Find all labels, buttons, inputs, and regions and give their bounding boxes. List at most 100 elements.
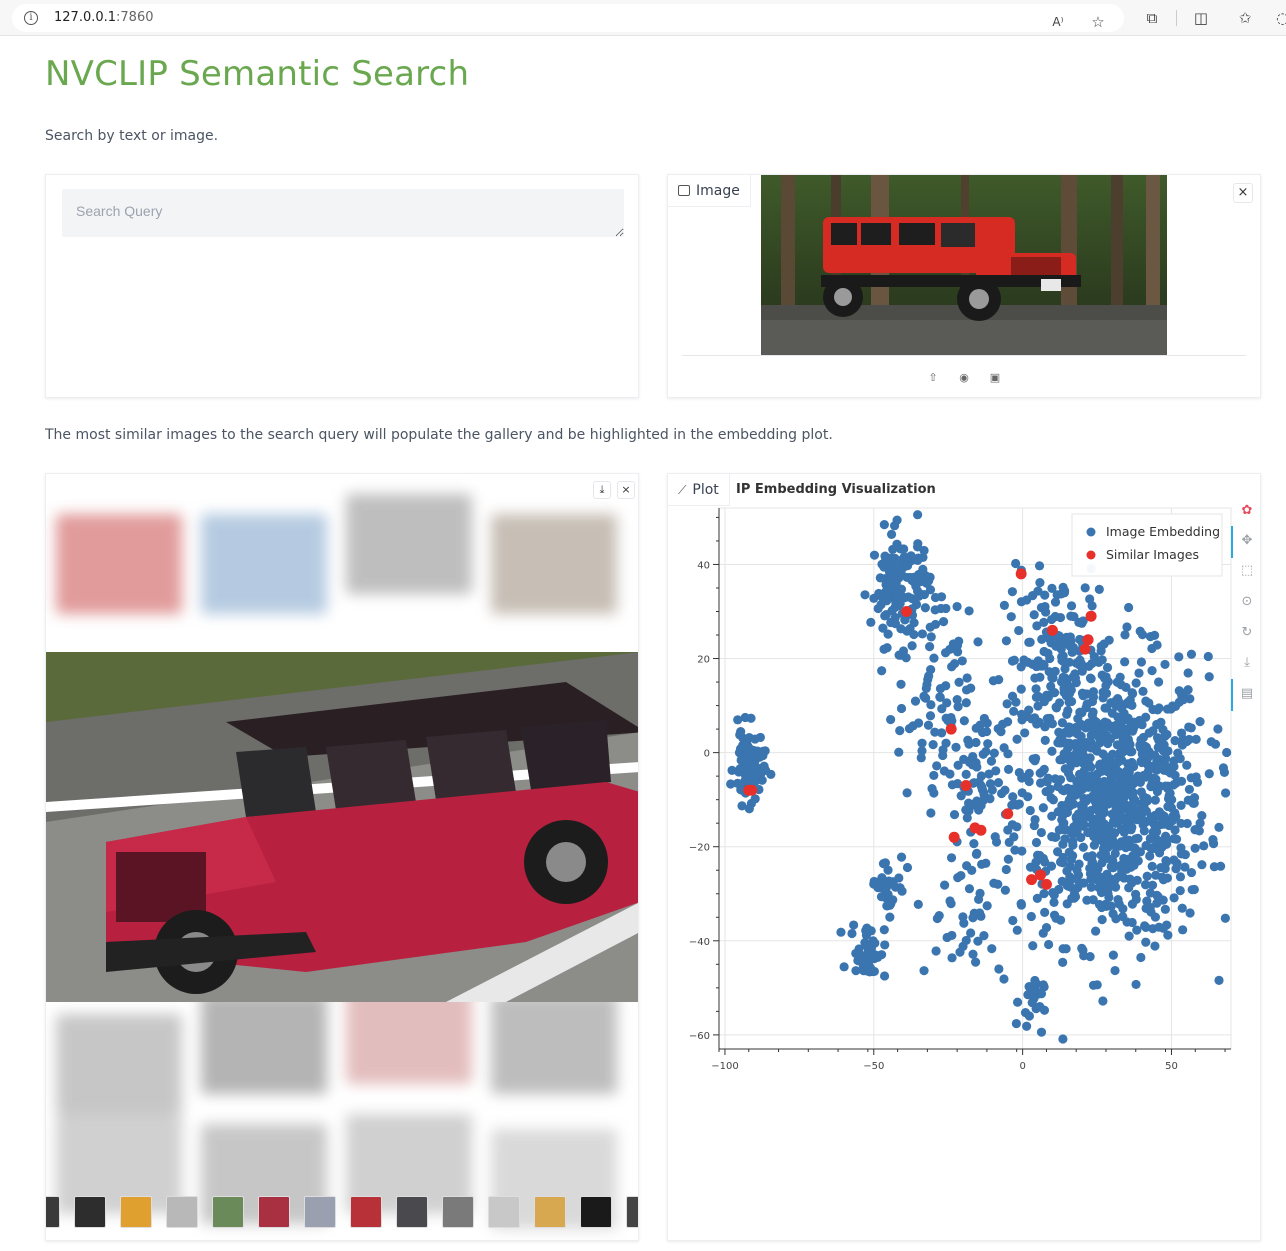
clipboard-icon[interactable]: ▣ [989,371,1001,384]
extensions-icon[interactable]: ⧉ [1146,9,1158,27]
embedding-point [1141,937,1151,947]
similar-image-point [960,780,972,792]
gallery-thumb[interactable] [56,514,182,614]
thumbnail[interactable] [350,1196,382,1228]
embedding-scatter-plot[interactable]: −100 −50 0 50 −60 −40 −20 0 20 40 Image Embedding S… [668,474,1262,1094]
embedding-point [1083,771,1093,781]
embedding-point [1126,790,1137,800]
embedding-point [1151,827,1162,837]
save-icon[interactable]: ⤓ [1244,655,1250,670]
thumbnail[interactable] [396,1196,428,1228]
embedding-point [1027,998,1037,1008]
embedding-point [1038,803,1048,813]
embedding-point [940,880,950,890]
favorites-icon[interactable]: ✩ [1238,9,1252,27]
embedding-point [736,764,746,774]
gallery-thumb[interactable] [346,494,472,594]
embedding-point [1163,746,1173,756]
embedding-point [1031,837,1042,848]
embedding-point [993,879,1003,889]
thumbnail[interactable] [488,1196,520,1228]
url-text[interactable]: 127.0.0.1:7860 [54,10,154,25]
search-query-input[interactable] [62,189,624,237]
gallery-panel: ⤓ × [45,473,639,1241]
upload-icon[interactable]: ⇧ [928,371,938,384]
embedding-point [976,771,986,781]
hover-icon[interactable]: ▤ [1240,686,1254,701]
box-zoom-icon[interactable]: ⬚ [1240,563,1254,578]
favorite-star-icon[interactable]: ☆ [1091,13,1105,31]
gallery-thumb[interactable] [201,994,327,1094]
thumbnail[interactable] [626,1196,638,1228]
thumbnail[interactable] [304,1196,336,1228]
split-screen-icon[interactable]: ◫ [1193,9,1209,27]
thumbnail[interactable] [74,1196,106,1228]
thumbnail[interactable] [46,1196,60,1228]
embedding-point [1190,843,1200,853]
embedding-point [1150,795,1160,805]
embedding-point [1044,939,1054,950]
thumbnail[interactable] [580,1196,612,1228]
gallery-thumb[interactable] [491,994,617,1094]
copilot-icon[interactable]: ◌ [1276,9,1286,27]
gallery-download-button[interactable]: ⤓ [593,481,611,499]
embedding-point [1067,647,1077,657]
embedding-point [887,553,897,563]
embedding-point [1058,824,1068,835]
embedding-point [1110,848,1120,859]
embedding-point [1070,673,1081,683]
wheel-zoom-icon[interactable]: ⊙ [1241,594,1253,609]
embedding-point [1058,1034,1068,1044]
embedding-point [727,765,737,775]
embedding-point [1095,813,1105,824]
embedding-point [1101,672,1111,682]
embedding-point [896,703,907,714]
embedding-point [1044,667,1054,677]
embedding-point [1031,753,1041,764]
embedding-point [1032,893,1042,903]
thumbnail[interactable] [212,1196,244,1228]
embedding-point [1002,699,1012,709]
thumbnail[interactable] [166,1196,198,1228]
thumbnail[interactable] [120,1196,152,1228]
page-title: NVCLIP Semantic Search [45,54,470,94]
embedding-point [1086,805,1096,816]
info-icon[interactable]: i [24,11,38,25]
embedding-point [1036,989,1047,999]
embedding-point [1038,980,1048,990]
webcam-icon[interactable]: ◉ [959,371,969,384]
embedding-point [1141,806,1152,816]
embedding-point [1066,601,1077,611]
embedding-point [1092,797,1103,807]
embedding-point [1136,787,1146,797]
embedding-point [1047,583,1057,593]
embedding-point [1055,612,1066,623]
bokeh-logo-icon[interactable]: ✿ [1241,503,1253,518]
embedding-point [1049,910,1060,920]
embedding-point [880,940,890,950]
address-bar[interactable]: i 127.0.0.1:7860 A⁾ ☆ [12,4,1124,32]
embedding-point [1125,820,1135,830]
gallery-thumb[interactable] [56,1014,182,1114]
embedding-point [1056,644,1066,654]
gallery-thumb[interactable] [491,514,617,614]
similar-image-point [975,824,987,836]
clear-image-button[interactable]: × [1233,183,1253,203]
embedding-point [1130,720,1140,730]
embedding-point [982,726,992,737]
embedding-point [1158,923,1168,933]
thumbnail[interactable] [258,1196,290,1228]
pan-icon[interactable]: ✥ [1241,533,1253,548]
embedding-point [1116,824,1126,835]
thumbnail[interactable] [442,1196,474,1228]
reset-icon[interactable]: ↻ [1241,625,1253,640]
gallery-preview-image[interactable] [46,652,639,1002]
embedding-point [893,592,903,602]
read-aloud-icon[interactable]: A⁾ [1052,15,1064,29]
embedding-point [1009,655,1019,665]
thumbnail[interactable] [534,1196,566,1228]
similar-image-point [948,831,960,843]
gallery-thumb[interactable] [201,514,327,614]
gallery-close-button[interactable]: × [617,481,635,499]
gallery-description: The most similar images to the search qu… [45,427,833,443]
